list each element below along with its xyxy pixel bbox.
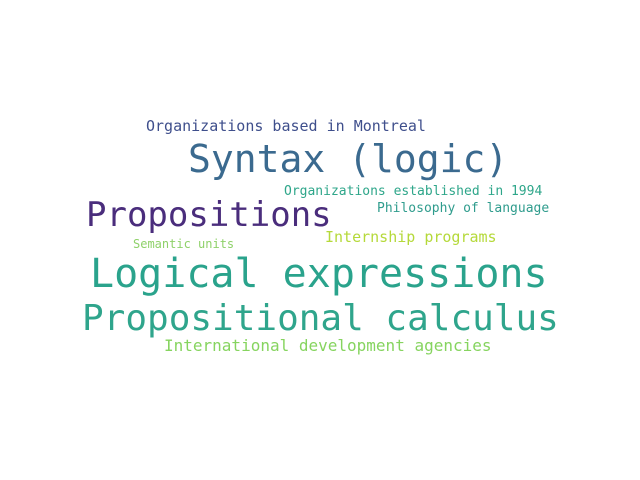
word-organizations-1994: Organizations established in 1994 [284, 184, 543, 199]
word-syntax-logic: Syntax (logic) [188, 137, 509, 181]
word-international-development: International development agencies [164, 336, 492, 355]
word-propositions: Propositions [86, 195, 332, 235]
word-philosophy-of-language: Philosophy of language [377, 201, 550, 216]
word-propositional-calculus: Propositional calculus [82, 298, 559, 339]
word-semantic-units: Semantic units [133, 237, 235, 251]
word-logical-expressions: Logical expressions [90, 251, 548, 297]
word-internship-programs: Internship programs [325, 228, 497, 246]
word-organizations-montreal: Organizations based in Montreal [146, 117, 426, 135]
